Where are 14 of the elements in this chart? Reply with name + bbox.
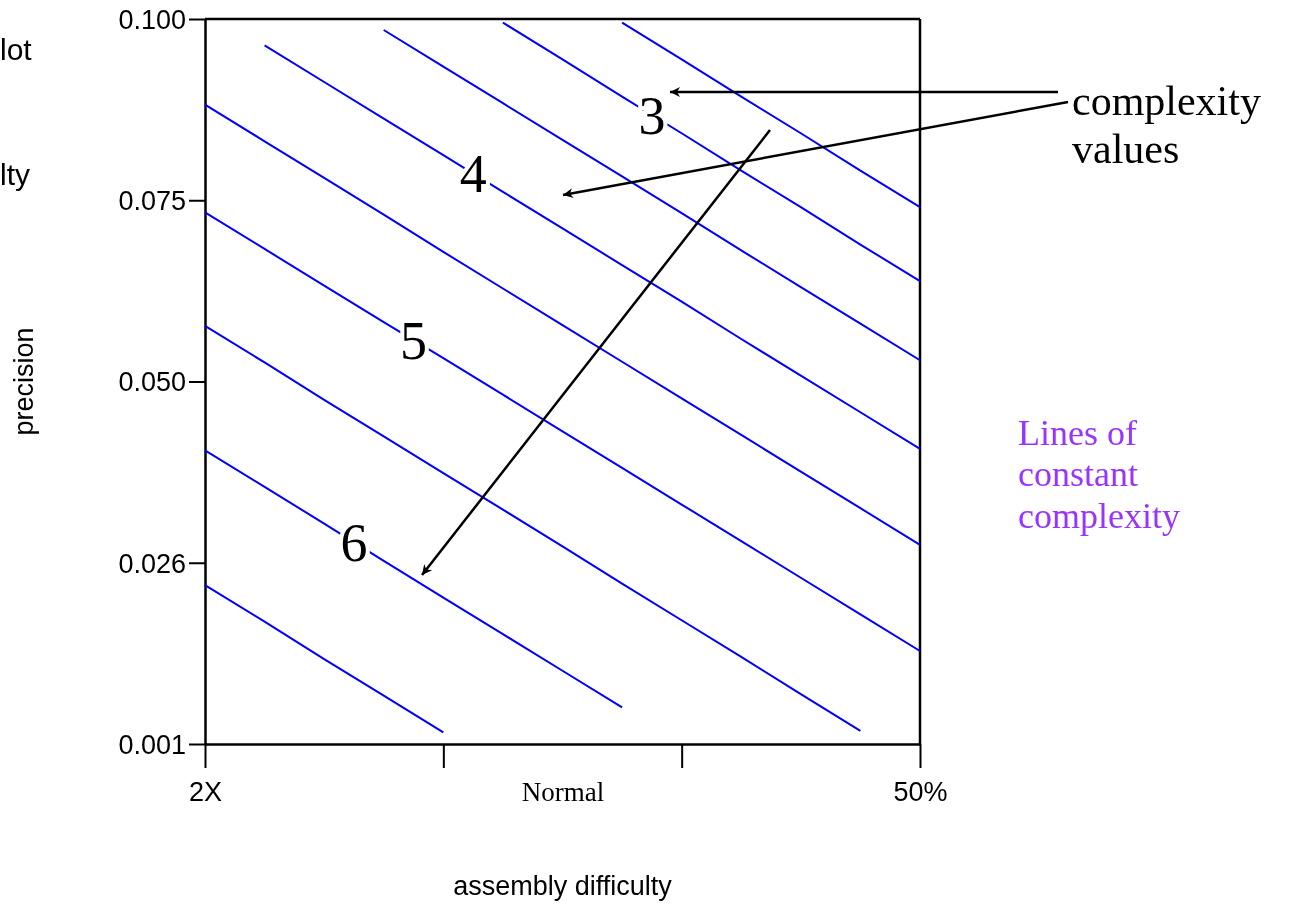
x-tick-label: Normal [521,776,605,807]
x-axis-title: assembly difficulty [453,871,673,901]
y-tick-label: 0.026 [118,548,186,579]
text: Lines of constant complexity [1018,413,1180,536]
y-tick-label: 0.075 [118,186,186,217]
text: lot [0,33,33,66]
x-tick-label: 2X [188,776,223,807]
y-axis-title: precision [9,327,39,436]
text: lty [0,158,30,191]
y-tick-label: 0.001 [118,729,186,760]
text: complexity values [1072,78,1261,173]
y-tick-label: 0.050 [118,367,186,398]
x-tick-label: 50% [893,776,948,807]
y-tick-label: 0.100 [118,4,186,35]
